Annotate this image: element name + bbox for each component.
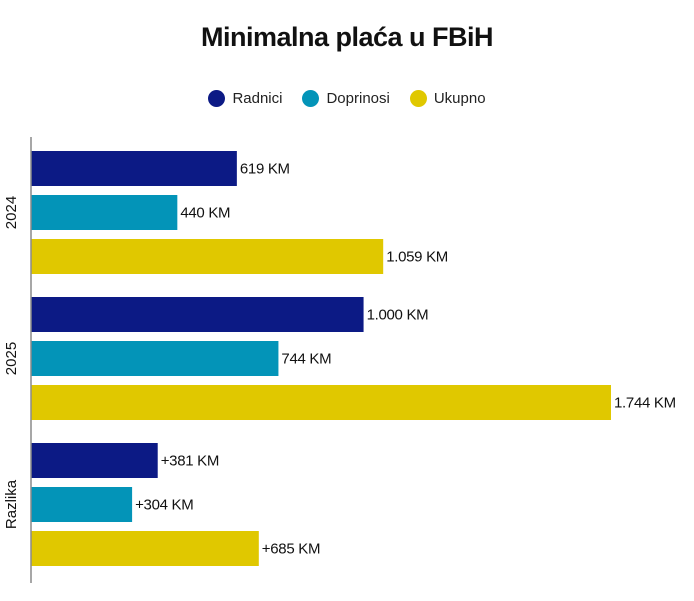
data-label-razlika-ukupno: +685 KM xyxy=(262,541,320,558)
data-label-2025-doprinosi: 744 KM xyxy=(281,351,331,368)
legend-item-ukupno: Ukupno xyxy=(409,90,486,107)
bar-2024-ukupno xyxy=(31,239,384,274)
data-label-razlika-radnici: +381 KM xyxy=(161,453,219,470)
bar-2025-ukupno xyxy=(31,385,611,420)
legend-label-ukupno: Ukupno xyxy=(433,90,486,107)
bar-2025-doprinosi xyxy=(31,341,279,376)
legend-label-radnici: Radnici xyxy=(232,90,283,107)
data-label-razlika-doprinosi: +304 KM xyxy=(135,497,193,514)
bar-2025-radnici xyxy=(31,297,364,332)
legend-swatch-ukupno xyxy=(409,90,427,107)
bar-2024-doprinosi xyxy=(31,195,178,230)
bar-razlika-radnici xyxy=(31,443,158,478)
legend-label-doprinosi: Doprinosi xyxy=(326,90,390,107)
bar-razlika-doprinosi xyxy=(31,487,133,522)
category-label-2025: 2025 xyxy=(3,342,20,375)
bar-razlika-ukupno xyxy=(31,531,259,566)
category-label-2024: 2024 xyxy=(3,196,20,229)
legend-swatch-doprinosi xyxy=(302,90,320,107)
data-label-2024-ukupno: 1.059 KM xyxy=(386,249,448,266)
legend-item-radnici: Radnici xyxy=(208,90,282,107)
legend: Radnici Doprinosi Ukupno xyxy=(0,90,694,107)
data-label-2025-ukupno: 1.744 KM xyxy=(614,395,676,412)
legend-swatch-radnici xyxy=(208,90,226,107)
data-label-2024-radnici: 619 KM xyxy=(240,161,290,178)
bar-2024-radnici xyxy=(31,151,237,186)
data-label-2024-doprinosi: 440 KM xyxy=(180,205,230,222)
chart-title: Minimalna plaća u FBiH xyxy=(200,22,494,52)
category-label-razlika: Razlika xyxy=(3,479,20,529)
data-label-2025-radnici: 1.000 KM xyxy=(367,307,429,324)
legend-item-doprinosi: Doprinosi xyxy=(302,90,390,107)
